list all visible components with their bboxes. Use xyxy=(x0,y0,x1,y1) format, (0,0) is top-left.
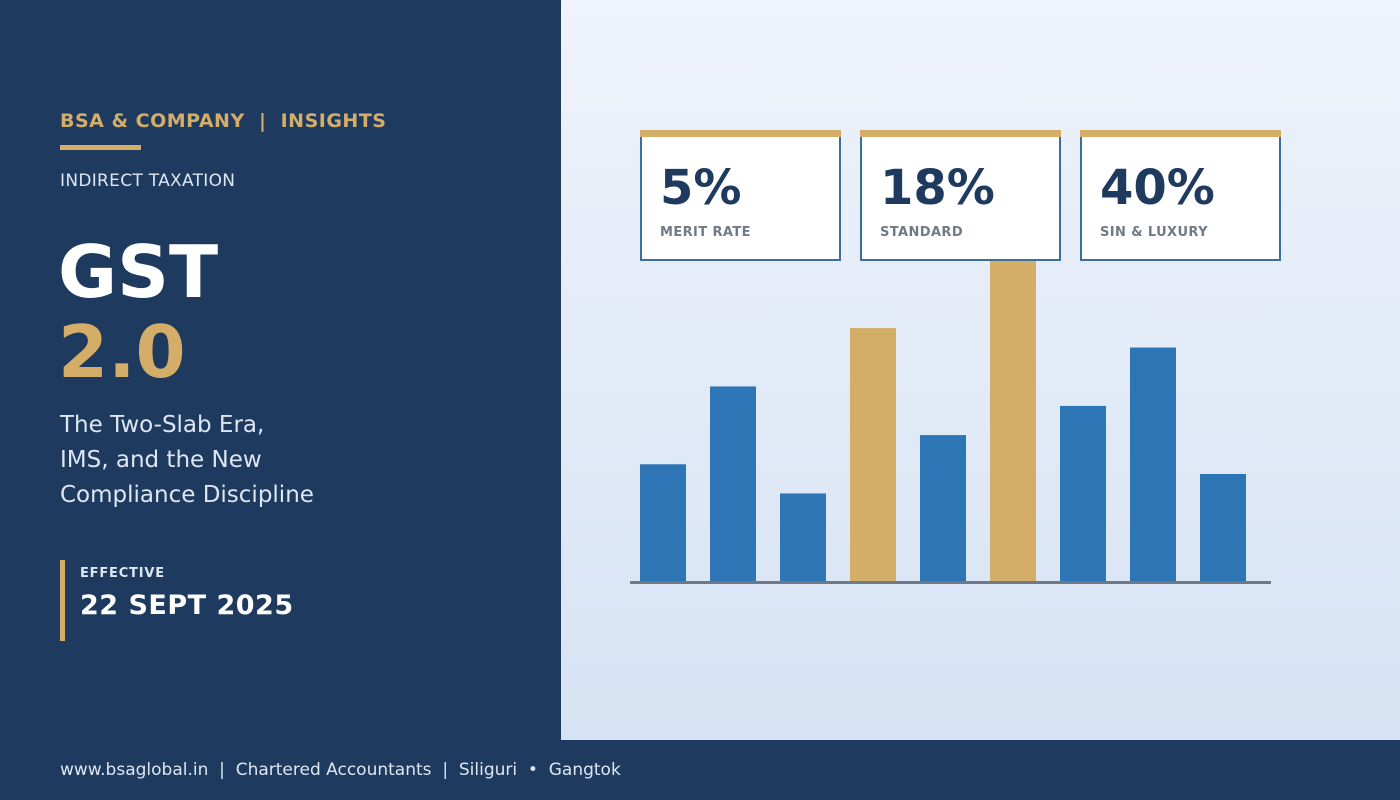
page-title: GST xyxy=(58,230,219,314)
stat-card-topbar xyxy=(640,130,841,137)
bars-group xyxy=(640,260,1246,581)
stat-card-sin-luxury: 40% SIN & LUXURY xyxy=(1080,130,1281,261)
stat-label: SIN & LUXURY xyxy=(1100,225,1208,240)
chart-bar xyxy=(1060,405,1106,581)
footer-text: www.bsaglobal.in | Chartered Accountants… xyxy=(60,760,621,780)
chart-bar-highlight xyxy=(850,328,896,581)
effective-date: 22 SEPT 2025 xyxy=(80,590,294,621)
subtitle-line: Compliance Discipline xyxy=(60,482,314,508)
chart-bar xyxy=(780,493,826,581)
stat-card-topbar xyxy=(1080,130,1281,137)
chart-bar xyxy=(710,386,756,581)
category-label: INDIRECT TAXATION xyxy=(60,171,236,191)
stat-value: 40% xyxy=(1100,160,1215,216)
subtitle: The Two-Slab Era, IMS, and the New Compl… xyxy=(60,408,314,513)
bar-chart xyxy=(630,260,1271,584)
stat-card-standard: 18% STANDARD xyxy=(860,130,1061,261)
stat-card-topbar xyxy=(860,130,1061,137)
chart-bar xyxy=(1200,474,1246,581)
chart-bar xyxy=(640,464,686,581)
chart-bar-highlight xyxy=(990,260,1036,581)
subtitle-line: IMS, and the New xyxy=(60,447,262,473)
stat-card-merit: 5% MERIT RATE xyxy=(640,130,841,261)
chart-bar xyxy=(920,435,966,581)
brand-header: BSA & COMPANY | INSIGHTS xyxy=(60,110,387,132)
stat-value: 5% xyxy=(660,160,742,216)
stat-value: 18% xyxy=(880,160,995,216)
stat-label: STANDARD xyxy=(880,225,964,240)
effective-label: EFFECTIVE xyxy=(80,566,165,581)
title-version: 2.0 xyxy=(58,310,186,394)
subtitle-line: The Two-Slab Era, xyxy=(60,412,265,438)
stat-label: MERIT RATE xyxy=(660,225,751,240)
left-panel: BSA & COMPANY | INSIGHTS INDIRECT TAXATI… xyxy=(0,0,561,740)
effective-accent-bar xyxy=(60,560,65,641)
right-panel: 5% MERIT RATE 18% STANDARD 40% SIN & LUX… xyxy=(561,0,1400,740)
brand-underline xyxy=(60,145,141,150)
chart-bar xyxy=(1130,347,1176,581)
footer: www.bsaglobal.in | Chartered Accountants… xyxy=(0,740,1400,800)
